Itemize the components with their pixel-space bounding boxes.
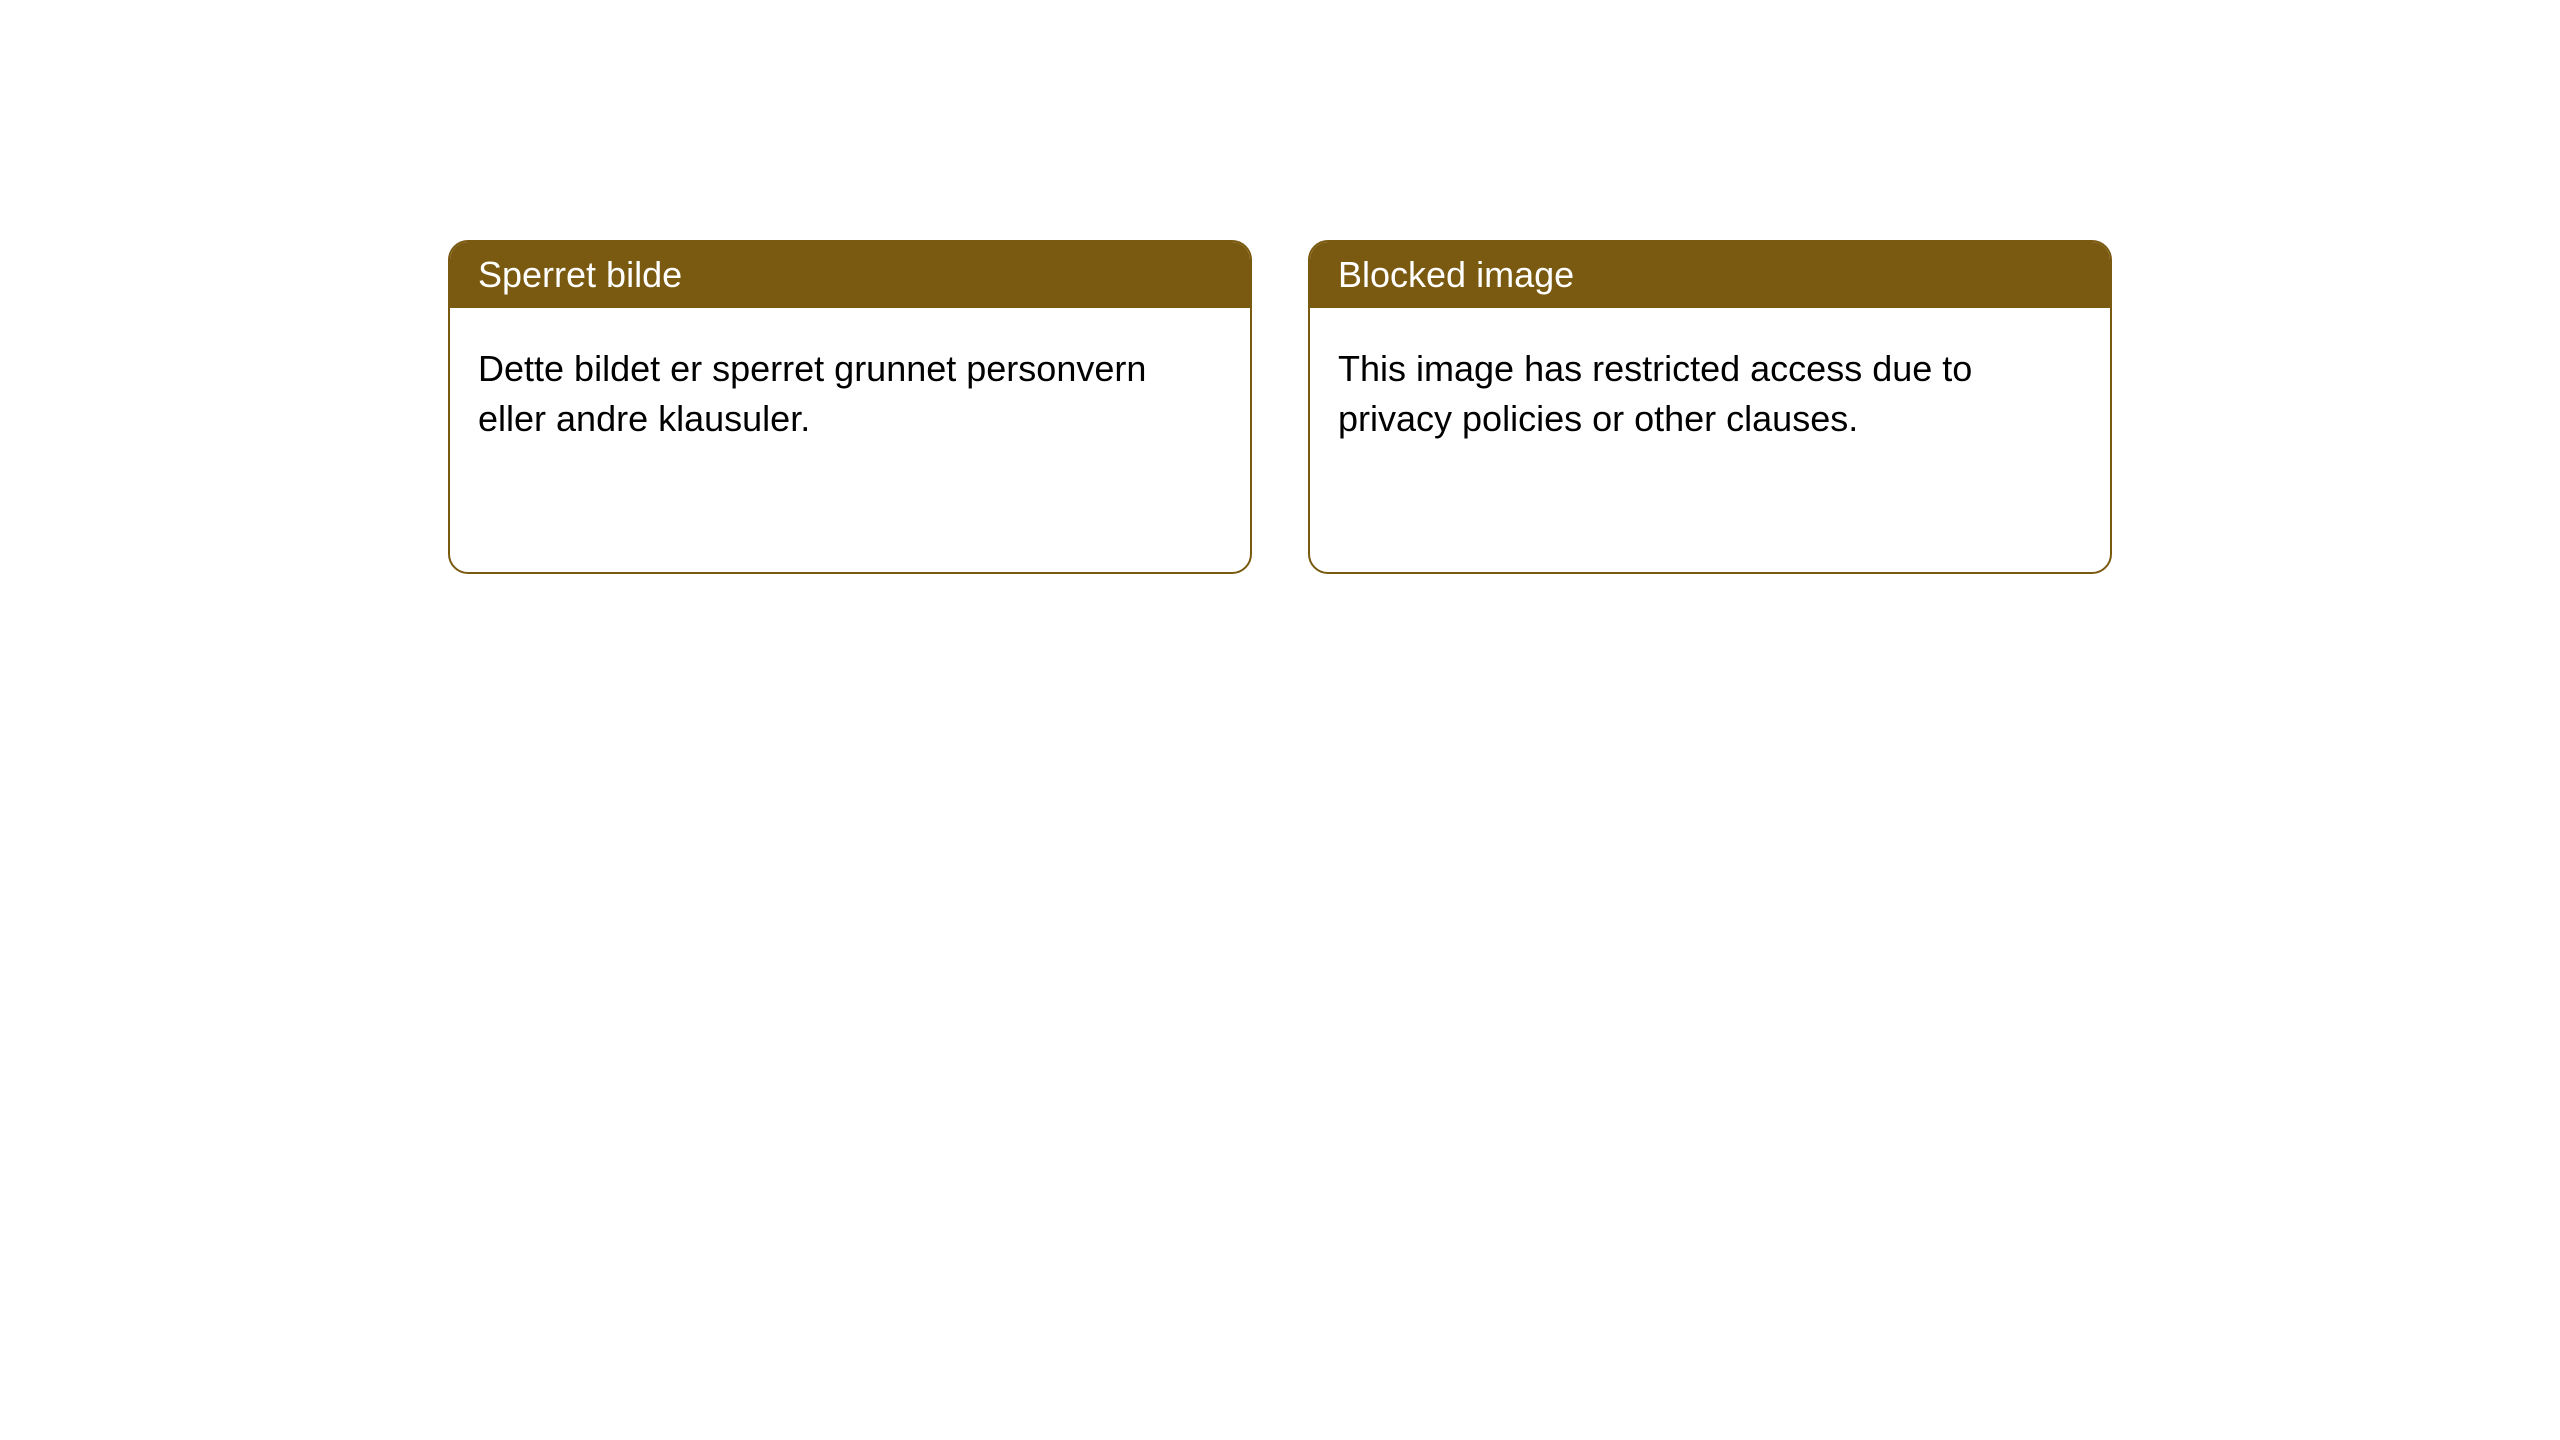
notice-card-norwegian: Sperret bilde Dette bildet er sperret gr… [448,240,1252,574]
notice-card-body: Dette bildet er sperret grunnet personve… [450,308,1250,481]
notice-card-body: This image has restricted access due to … [1310,308,2110,481]
notice-card-english: Blocked image This image has restricted … [1308,240,2112,574]
notice-card-title: Sperret bilde [450,242,1250,308]
notice-card-title: Blocked image [1310,242,2110,308]
notice-container: Sperret bilde Dette bildet er sperret gr… [0,0,2560,574]
